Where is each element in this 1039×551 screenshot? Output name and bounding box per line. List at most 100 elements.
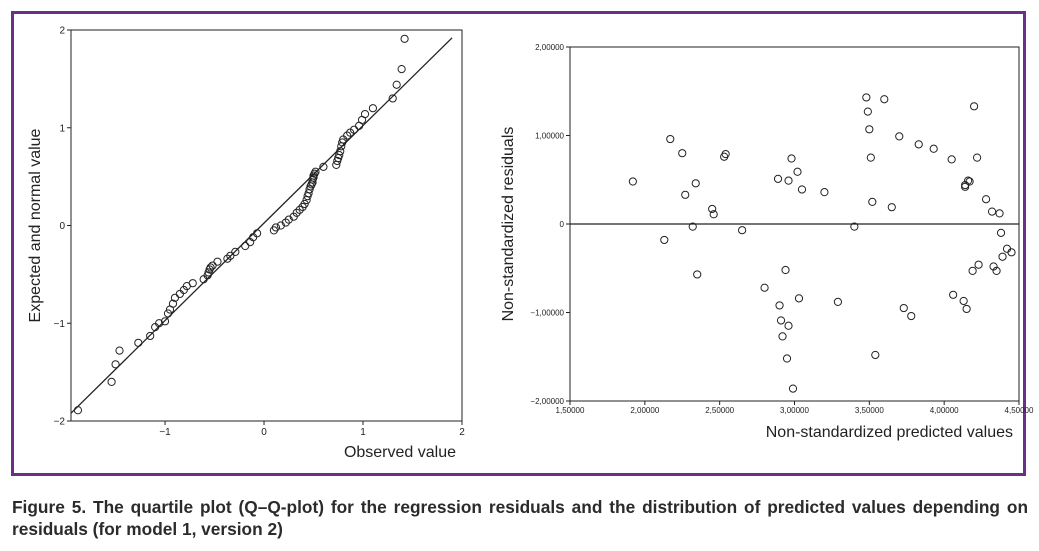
res-y-tick-label: 0 — [560, 220, 565, 229]
qq-point — [107, 377, 116, 386]
res-point — [1007, 248, 1016, 257]
qq-point — [223, 254, 232, 263]
res-point — [962, 304, 971, 314]
res-x-tick-label: 4,50000 — [1005, 406, 1034, 415]
res-point — [628, 177, 637, 186]
res-point — [784, 321, 793, 330]
res-point — [865, 125, 874, 134]
qq-point — [397, 65, 406, 74]
res-point — [721, 149, 730, 159]
res-point — [781, 265, 790, 275]
res-point — [899, 303, 908, 313]
res-point — [998, 252, 1007, 261]
qq-point — [300, 199, 309, 209]
res-x-tick-label: 2,50000 — [705, 406, 734, 415]
qq-plot-axes-box — [70, 29, 463, 422]
qq-point — [111, 360, 120, 369]
qq-point — [368, 104, 378, 113]
qq-point — [175, 289, 184, 299]
qq-point — [168, 299, 178, 308]
qq-point — [311, 167, 320, 176]
res-point — [907, 311, 916, 321]
res-x-tick-label: 2,00000 — [630, 406, 659, 415]
res-point — [929, 144, 938, 153]
res-x-tick-label: 1,50000 — [556, 406, 585, 415]
res-point — [820, 188, 829, 197]
qq-y-tick-label: 0 — [59, 221, 65, 232]
qq-point — [310, 169, 319, 178]
qq-point — [231, 247, 240, 256]
qq-point — [343, 131, 352, 140]
qq-point — [160, 317, 170, 326]
res-point — [738, 226, 747, 235]
res-point — [787, 154, 796, 163]
res-point — [709, 210, 718, 219]
res-point — [850, 222, 859, 231]
qq-point — [226, 251, 235, 260]
qq-point — [163, 309, 173, 318]
res-point — [691, 179, 700, 188]
figure-frame — [11, 11, 1026, 476]
qq-point — [252, 229, 262, 238]
res-y-tick-label: −2,00000 — [530, 397, 564, 406]
res-point — [996, 228, 1006, 237]
res-point — [992, 266, 1001, 276]
qq-point — [146, 331, 155, 341]
qq-point — [292, 208, 301, 217]
figure-caption: Figure 5. The quartile plot (Q–Q-plot) f… — [12, 497, 1028, 539]
res-point — [775, 301, 784, 310]
res-point — [862, 93, 871, 102]
res-point — [782, 354, 792, 363]
res-point — [863, 107, 872, 116]
res-point — [914, 140, 923, 149]
res-point — [678, 149, 687, 158]
res-y-tick-label: −1,00000 — [530, 308, 564, 317]
res-point — [708, 204, 717, 214]
qq-y-tick-label: 2 — [59, 26, 65, 37]
res-point — [868, 197, 877, 206]
figure-charts: −1 0 1 2 −2 −1 0 1 2 Observed value Expected an… — [27, 26, 1034, 462]
qq-point — [360, 109, 370, 119]
res-point — [833, 297, 843, 306]
res-point — [965, 177, 974, 186]
qq-point — [388, 94, 397, 103]
res-point — [880, 95, 889, 104]
res-point — [797, 185, 807, 194]
qq-plot-reference-line — [70, 37, 453, 414]
qq-plot-y-axis-label: Expected and normal value — [27, 128, 44, 322]
res-point — [778, 332, 787, 341]
qq-plot-y-ticks: −2 −1 0 1 2 — [54, 26, 71, 428]
res-point — [959, 296, 968, 306]
res-point — [981, 195, 991, 204]
res-point — [788, 384, 798, 393]
res-point — [895, 132, 904, 141]
qq-y-tick-label: −1 — [54, 319, 66, 330]
res-y-tick-label: 2,00000 — [535, 43, 564, 52]
residual-plot-y-ticks: −2,00000 −1,00000 0 1,00000 2,00000 — [530, 43, 570, 406]
qq-point — [213, 257, 222, 266]
res-point — [688, 222, 697, 231]
res-point — [995, 209, 1004, 218]
res-y-tick-label: 1,00000 — [535, 131, 564, 140]
residual-plot-points — [628, 93, 1016, 393]
res-point — [947, 155, 956, 164]
qq-point — [309, 171, 318, 180]
qq-point — [335, 151, 344, 160]
res-point — [660, 235, 669, 245]
qq-plot-points — [73, 34, 409, 415]
res-point — [968, 266, 977, 276]
res-point — [887, 203, 896, 212]
qq-point — [392, 80, 401, 89]
qq-point — [73, 406, 83, 415]
res-point — [866, 153, 875, 162]
res-point — [989, 262, 998, 271]
qq-x-tick-label: 0 — [261, 427, 267, 438]
res-point — [987, 207, 997, 216]
qq-x-tick-label: 2 — [459, 427, 465, 438]
qq-x-tick-label: 1 — [360, 427, 366, 438]
qq-point — [271, 223, 281, 232]
res-point — [784, 176, 793, 185]
residual-plot: 1,50000 2,00000 2,50000 3,00000 3,50000 4,000… — [500, 43, 1034, 441]
res-point — [970, 102, 979, 111]
res-point — [793, 167, 802, 176]
